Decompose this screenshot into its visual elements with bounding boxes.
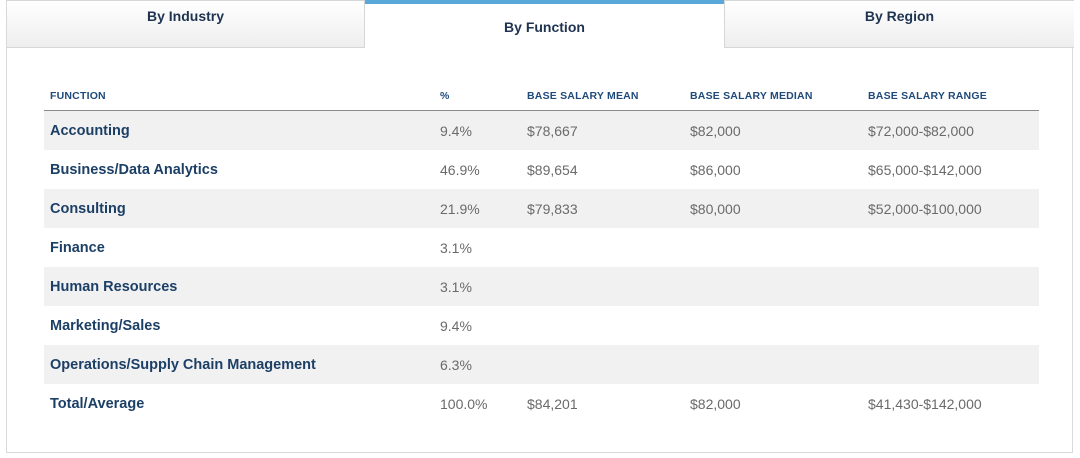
percent-cell: 3.1% — [434, 267, 521, 306]
table-header-row: FUNCTION % BASE SALARY MEAN BASE SALARY … — [44, 78, 1039, 111]
percent-cell: 9.4% — [434, 110, 521, 150]
percent-cell: 100.0% — [440, 395, 488, 412]
function-cell: Human Resources — [44, 267, 434, 306]
percent-cell: 3.1% — [440, 239, 472, 256]
header-function: FUNCTION — [44, 78, 434, 111]
median-cell — [684, 228, 862, 267]
tab-label: By Industry — [146, 8, 224, 24]
range-cell: $52,000-$100,000 — [862, 189, 1039, 228]
median-cell: $82,000 — [684, 110, 862, 150]
function-cell: Operations/Supply Chain Management — [44, 345, 434, 384]
function-cell: Finance — [50, 239, 105, 256]
tab-by-region[interactable]: By Region — [724, 0, 1074, 48]
range-cell — [862, 228, 1039, 267]
function-cell: Accounting — [44, 110, 434, 150]
range-cell — [862, 345, 1039, 384]
mean-cell — [521, 228, 684, 267]
range-cell: $41,430-$142,000 — [868, 395, 982, 412]
mean-cell — [521, 267, 684, 306]
tab-by-function[interactable]: By Function — [365, 0, 724, 48]
percent-cell: 6.3% — [434, 345, 521, 384]
mean-cell: $79,833 — [521, 189, 684, 228]
table-row: Accounting 9.4% $78,667 $82,000 $72,000-… — [44, 110, 1039, 150]
table-row: Finance 3.1% — [44, 228, 1039, 267]
header-salary-median: BASE SALARY MEDIAN — [684, 78, 862, 111]
table-row-total: Total/Average 100.0% $84,201 $82,000 $41… — [44, 384, 1039, 423]
salary-panel: By Industry By Function By Region FUNCTI… — [6, 0, 1074, 453]
range-cell: $72,000-$82,000 — [862, 110, 1039, 150]
median-cell: $86,000 — [690, 161, 741, 178]
table-row: Operations/Supply Chain Management 6.3% — [44, 345, 1039, 384]
mean-cell: $84,201 — [527, 395, 578, 412]
mean-cell — [521, 306, 684, 345]
tab-bar: By Industry By Function By Region — [7, 0, 1074, 48]
range-cell — [862, 267, 1039, 306]
percent-cell: 9.4% — [440, 317, 472, 334]
function-cell: Consulting — [44, 189, 434, 228]
function-cell: Business/Data Analytics — [50, 161, 218, 178]
mean-cell — [521, 345, 684, 384]
header-salary-range: BASE SALARY RANGE — [862, 78, 1039, 111]
tab-label: By Function — [504, 19, 585, 35]
median-cell — [684, 306, 862, 345]
percent-cell: 21.9% — [434, 189, 521, 228]
median-cell: $82,000 — [690, 395, 741, 412]
mean-cell: $78,667 — [521, 110, 684, 150]
percent-cell: 46.9% — [440, 161, 480, 178]
table-row: Consulting 21.9% $79,833 $80,000 $52,000… — [44, 189, 1039, 228]
salary-table: FUNCTION % BASE SALARY MEAN BASE SALARY … — [44, 78, 1039, 423]
range-cell: $65,000-$142,000 — [868, 161, 982, 178]
header-salary-mean: BASE SALARY MEAN — [521, 78, 684, 111]
mean-cell: $89,654 — [527, 161, 578, 178]
median-cell: $80,000 — [684, 189, 862, 228]
table-row: Business/Data Analytics 46.9% $89,654 $8… — [44, 150, 1039, 189]
median-cell — [684, 345, 862, 384]
function-cell: Marketing/Sales — [50, 317, 161, 334]
table-row: Marketing/Sales 9.4% — [44, 306, 1039, 345]
header-percent: % — [434, 78, 521, 111]
range-cell — [862, 306, 1039, 345]
median-cell — [684, 267, 862, 306]
table-row: Human Resources 3.1% — [44, 267, 1039, 306]
tab-by-industry[interactable]: By Industry — [7, 0, 365, 48]
tab-label: By Region — [864, 8, 935, 24]
function-cell: Total/Average — [50, 395, 145, 412]
